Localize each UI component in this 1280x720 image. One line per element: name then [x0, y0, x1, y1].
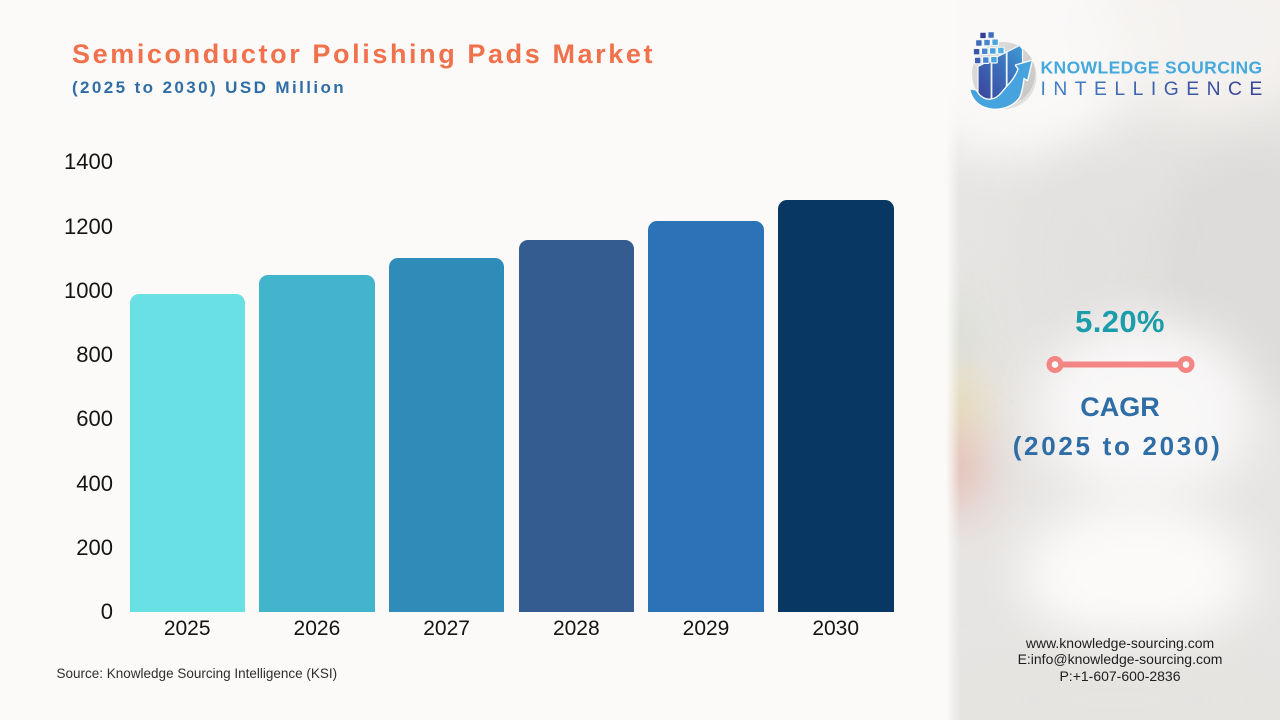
- svg-text:KNOWLEDGE SOURCING: KNOWLEDGE SOURCING: [1041, 58, 1263, 78]
- svg-text:INTELLIGENCE: INTELLIGENCE: [1041, 79, 1270, 100]
